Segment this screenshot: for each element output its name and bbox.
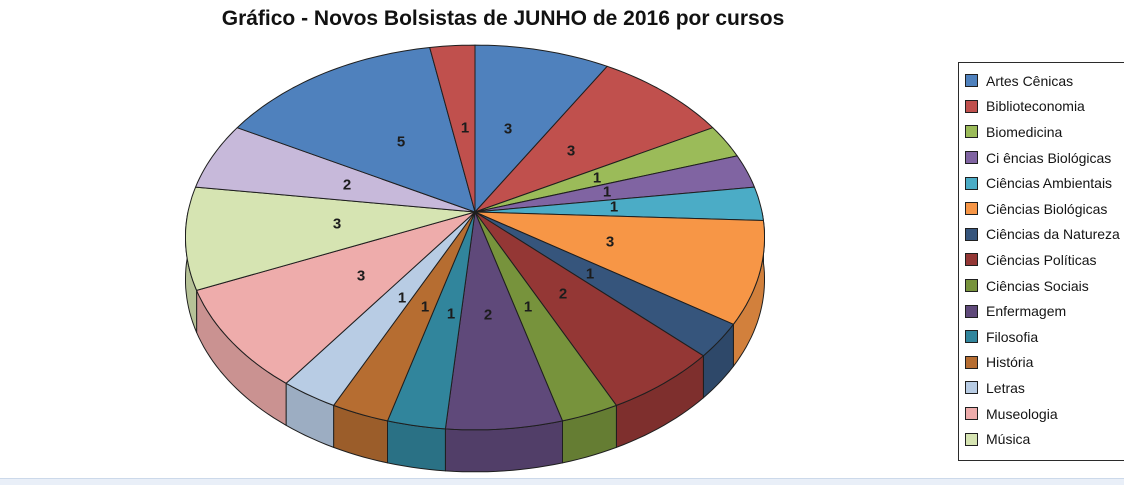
legend-item-label: História (986, 354, 1034, 371)
pie-slice-ciencias-ambientais[interactable] (474, 186, 764, 221)
data-label-13: 1 (398, 289, 406, 306)
legend-color-swatch (965, 432, 978, 446)
legend-item-label: Ciências Biológicas (986, 200, 1108, 217)
legend-item-label: Música (986, 431, 1031, 448)
legend-color-swatch (965, 253, 978, 267)
pie-slice-ciencias-sociais[interactable] (474, 211, 617, 422)
chart-title: Gráfico - Novos Bolsistas de JUNHO de 20… (221, 7, 785, 30)
pie-slice-historia[interactable] (333, 211, 476, 422)
pie-slice-unnamed-17[interactable] (236, 47, 476, 213)
data-label-11: 1 (447, 305, 455, 322)
pie-slice-enfermagem[interactable] (444, 211, 563, 431)
data-label-3: 1 (593, 169, 601, 186)
pie-slice-biomedicina[interactable] (474, 127, 738, 213)
data-label-12: 1 (421, 298, 429, 315)
data-label-16: 2 (343, 176, 351, 193)
legend-item-label: Letras (986, 379, 1025, 396)
legend-item-label: Ciências Sociais (986, 277, 1089, 294)
legend-color-swatch (965, 202, 978, 216)
legend-color-swatch (965, 125, 978, 139)
legend-item-label: Artes Cênicas (986, 72, 1074, 89)
pie-slice-unnamed-16[interactable] (195, 127, 476, 213)
pie-slice-unnamed-18[interactable] (429, 44, 476, 213)
legend-item-label: Ci ências Biológicas (986, 149, 1112, 166)
legend-item-ciencias-politicas[interactable]: Ciências Políticas (965, 247, 1124, 273)
legend-item-label: Ciências Ambientais (986, 175, 1113, 192)
legend-item-label: Biomedicina (986, 123, 1063, 140)
legend-item-biomedicina[interactable]: Biomedicina (965, 119, 1124, 145)
data-label-17: 5 (397, 133, 405, 150)
data-label-10: 2 (484, 306, 492, 323)
legend-color-swatch (965, 99, 978, 113)
legend-item-ciencias-ambientais[interactable]: Ciências Ambientais (965, 170, 1124, 196)
legend-item-biblioteconomia[interactable]: Biblioteconomia (965, 94, 1124, 120)
legend-item-label: Ciências Políticas (986, 251, 1097, 268)
legend-color-swatch (965, 355, 978, 369)
pie-slice-filosofia[interactable] (387, 211, 476, 430)
data-label-15: 3 (333, 215, 341, 232)
pie-slice-letras[interactable] (285, 211, 476, 406)
legend-color-swatch (965, 381, 978, 395)
window-bottom-edge (0, 478, 1124, 485)
data-label-14: 3 (357, 267, 365, 284)
data-label-1: 3 (504, 120, 512, 137)
legend-color-swatch (965, 279, 978, 293)
pie-slice-biblioteconomia[interactable] (474, 65, 714, 213)
pie-slice-museologia[interactable] (196, 211, 476, 384)
legend-item-enfermagem[interactable]: Enfermagem (965, 298, 1124, 324)
legend-color-swatch (965, 304, 978, 318)
data-label-6: 3 (606, 233, 614, 250)
legend: Artes Cênicas Biblioteconomia Biomedicina C… (958, 62, 1124, 461)
legend-item-label: Filosofia (986, 328, 1039, 345)
data-label-5: 1 (610, 198, 618, 215)
pie-slice-ci-encias-biologicas[interactable] (474, 155, 755, 213)
legend-item-label: Biblioteconomia (986, 98, 1085, 115)
data-label-8: 2 (559, 285, 567, 302)
pie-slice-ciencias-biologicas[interactable] (474, 211, 765, 325)
legend-item-ciencias-da-natureza[interactable]: Ciências da Natureza (965, 222, 1124, 248)
data-label-18: 1 (461, 119, 469, 136)
legend-item-filosofia[interactable]: Filosofia (965, 324, 1124, 350)
legend-item-label: Museologia (986, 405, 1058, 422)
data-label-7: 1 (586, 265, 594, 282)
data-label-9: 1 (524, 298, 532, 315)
pie-slice-ciencias-da-natureza[interactable] (474, 211, 734, 357)
legend-color-swatch (965, 407, 978, 421)
legend-item-musica[interactable]: Música (965, 426, 1124, 452)
legend-color-swatch (965, 176, 978, 190)
legend-color-swatch (965, 74, 978, 88)
legend-item-label: Enfermagem (986, 303, 1067, 320)
pie-slice-artes-cenicas[interactable] (474, 44, 608, 213)
data-label-2: 3 (567, 142, 575, 159)
legend-item-label: Ciências da Natureza (986, 226, 1120, 243)
legend-item-artes-cenicas[interactable]: Artes Cênicas (965, 68, 1124, 94)
legend-item-historia[interactable]: História (965, 350, 1124, 376)
pie-slice-ciencias-politicas[interactable] (474, 211, 704, 406)
legend-item-letras[interactable]: Letras (965, 375, 1124, 401)
pie-slice-musica[interactable] (185, 186, 476, 291)
legend-item-ciencias-sociais[interactable]: Ciências Sociais (965, 273, 1124, 299)
legend-color-swatch (965, 151, 978, 165)
legend-item-ci-encias-biologicas[interactable]: Ci ências Biológicas (965, 145, 1124, 171)
legend-color-swatch (965, 330, 978, 344)
legend-color-swatch (965, 227, 978, 241)
data-label-4: 1 (603, 183, 611, 200)
legend-item-museologia[interactable]: Museologia (965, 401, 1124, 427)
legend-item-ciencias-biologicas[interactable]: Ciências Biológicas (965, 196, 1124, 222)
